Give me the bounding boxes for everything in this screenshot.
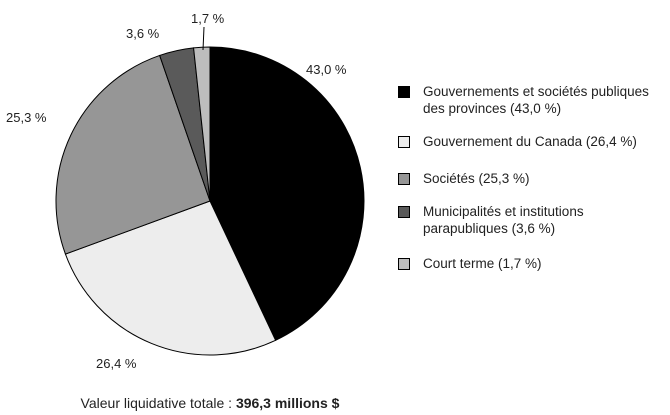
pie-slices: [55, 46, 365, 356]
legend-swatch: [398, 173, 410, 185]
legend-swatch: [398, 206, 410, 218]
slice-labels: 43,0 % 26,4 % 25,3 % 3,6 % 1,7 %: [6, 11, 347, 371]
total-net-asset-value: Valeur liquidative totale : 396,3 millio…: [0, 395, 420, 411]
legend-item-1: Gouvernements et sociétés publiques des …: [398, 83, 666, 117]
slice-label-4: 3,6 %: [126, 26, 160, 41]
slice-label-2: 26,4 %: [96, 356, 137, 371]
legend-item-5: Court terme (1,7 %): [398, 255, 666, 272]
legend-label: Gouvernement du Canada (26,4 %): [423, 134, 637, 149]
legend-swatch: [398, 86, 410, 98]
legend-swatch: [398, 136, 410, 148]
total-value: 396,3 millions $: [235, 395, 340, 411]
legend-label: Court terme (1,7 %): [423, 256, 542, 271]
total-prefix: Valeur liquidative totale :: [80, 395, 236, 411]
legend-item-3: Sociétés (25,3 %): [398, 170, 666, 187]
slice-label-5: 1,7 %: [191, 11, 225, 26]
legend-item-2: Gouvernement du Canada (26,4 %): [398, 133, 666, 150]
pie-slice-2: [64, 200, 277, 356]
legend-label: Gouvernements et sociétés publiques des …: [423, 84, 649, 116]
legend-label: Municipalités et institutions parapubliq…: [423, 204, 584, 236]
pie-slice-1: [209, 46, 365, 342]
leader-line-court-terme: [202, 26, 205, 51]
legend: Gouvernements et sociétés publiques des …: [398, 83, 666, 288]
legend-swatch: [398, 258, 410, 270]
leader-lines: [202, 26, 205, 51]
legend-item-4: Municipalités et institutions parapubliq…: [398, 203, 666, 237]
slice-label-1: 43,0 %: [306, 62, 347, 77]
pie-slice-5: [193, 46, 211, 202]
pie-slice-3: [55, 54, 211, 255]
legend-label: Sociétés (25,3 %): [423, 171, 530, 186]
slice-label-3: 25,3 %: [6, 110, 47, 125]
